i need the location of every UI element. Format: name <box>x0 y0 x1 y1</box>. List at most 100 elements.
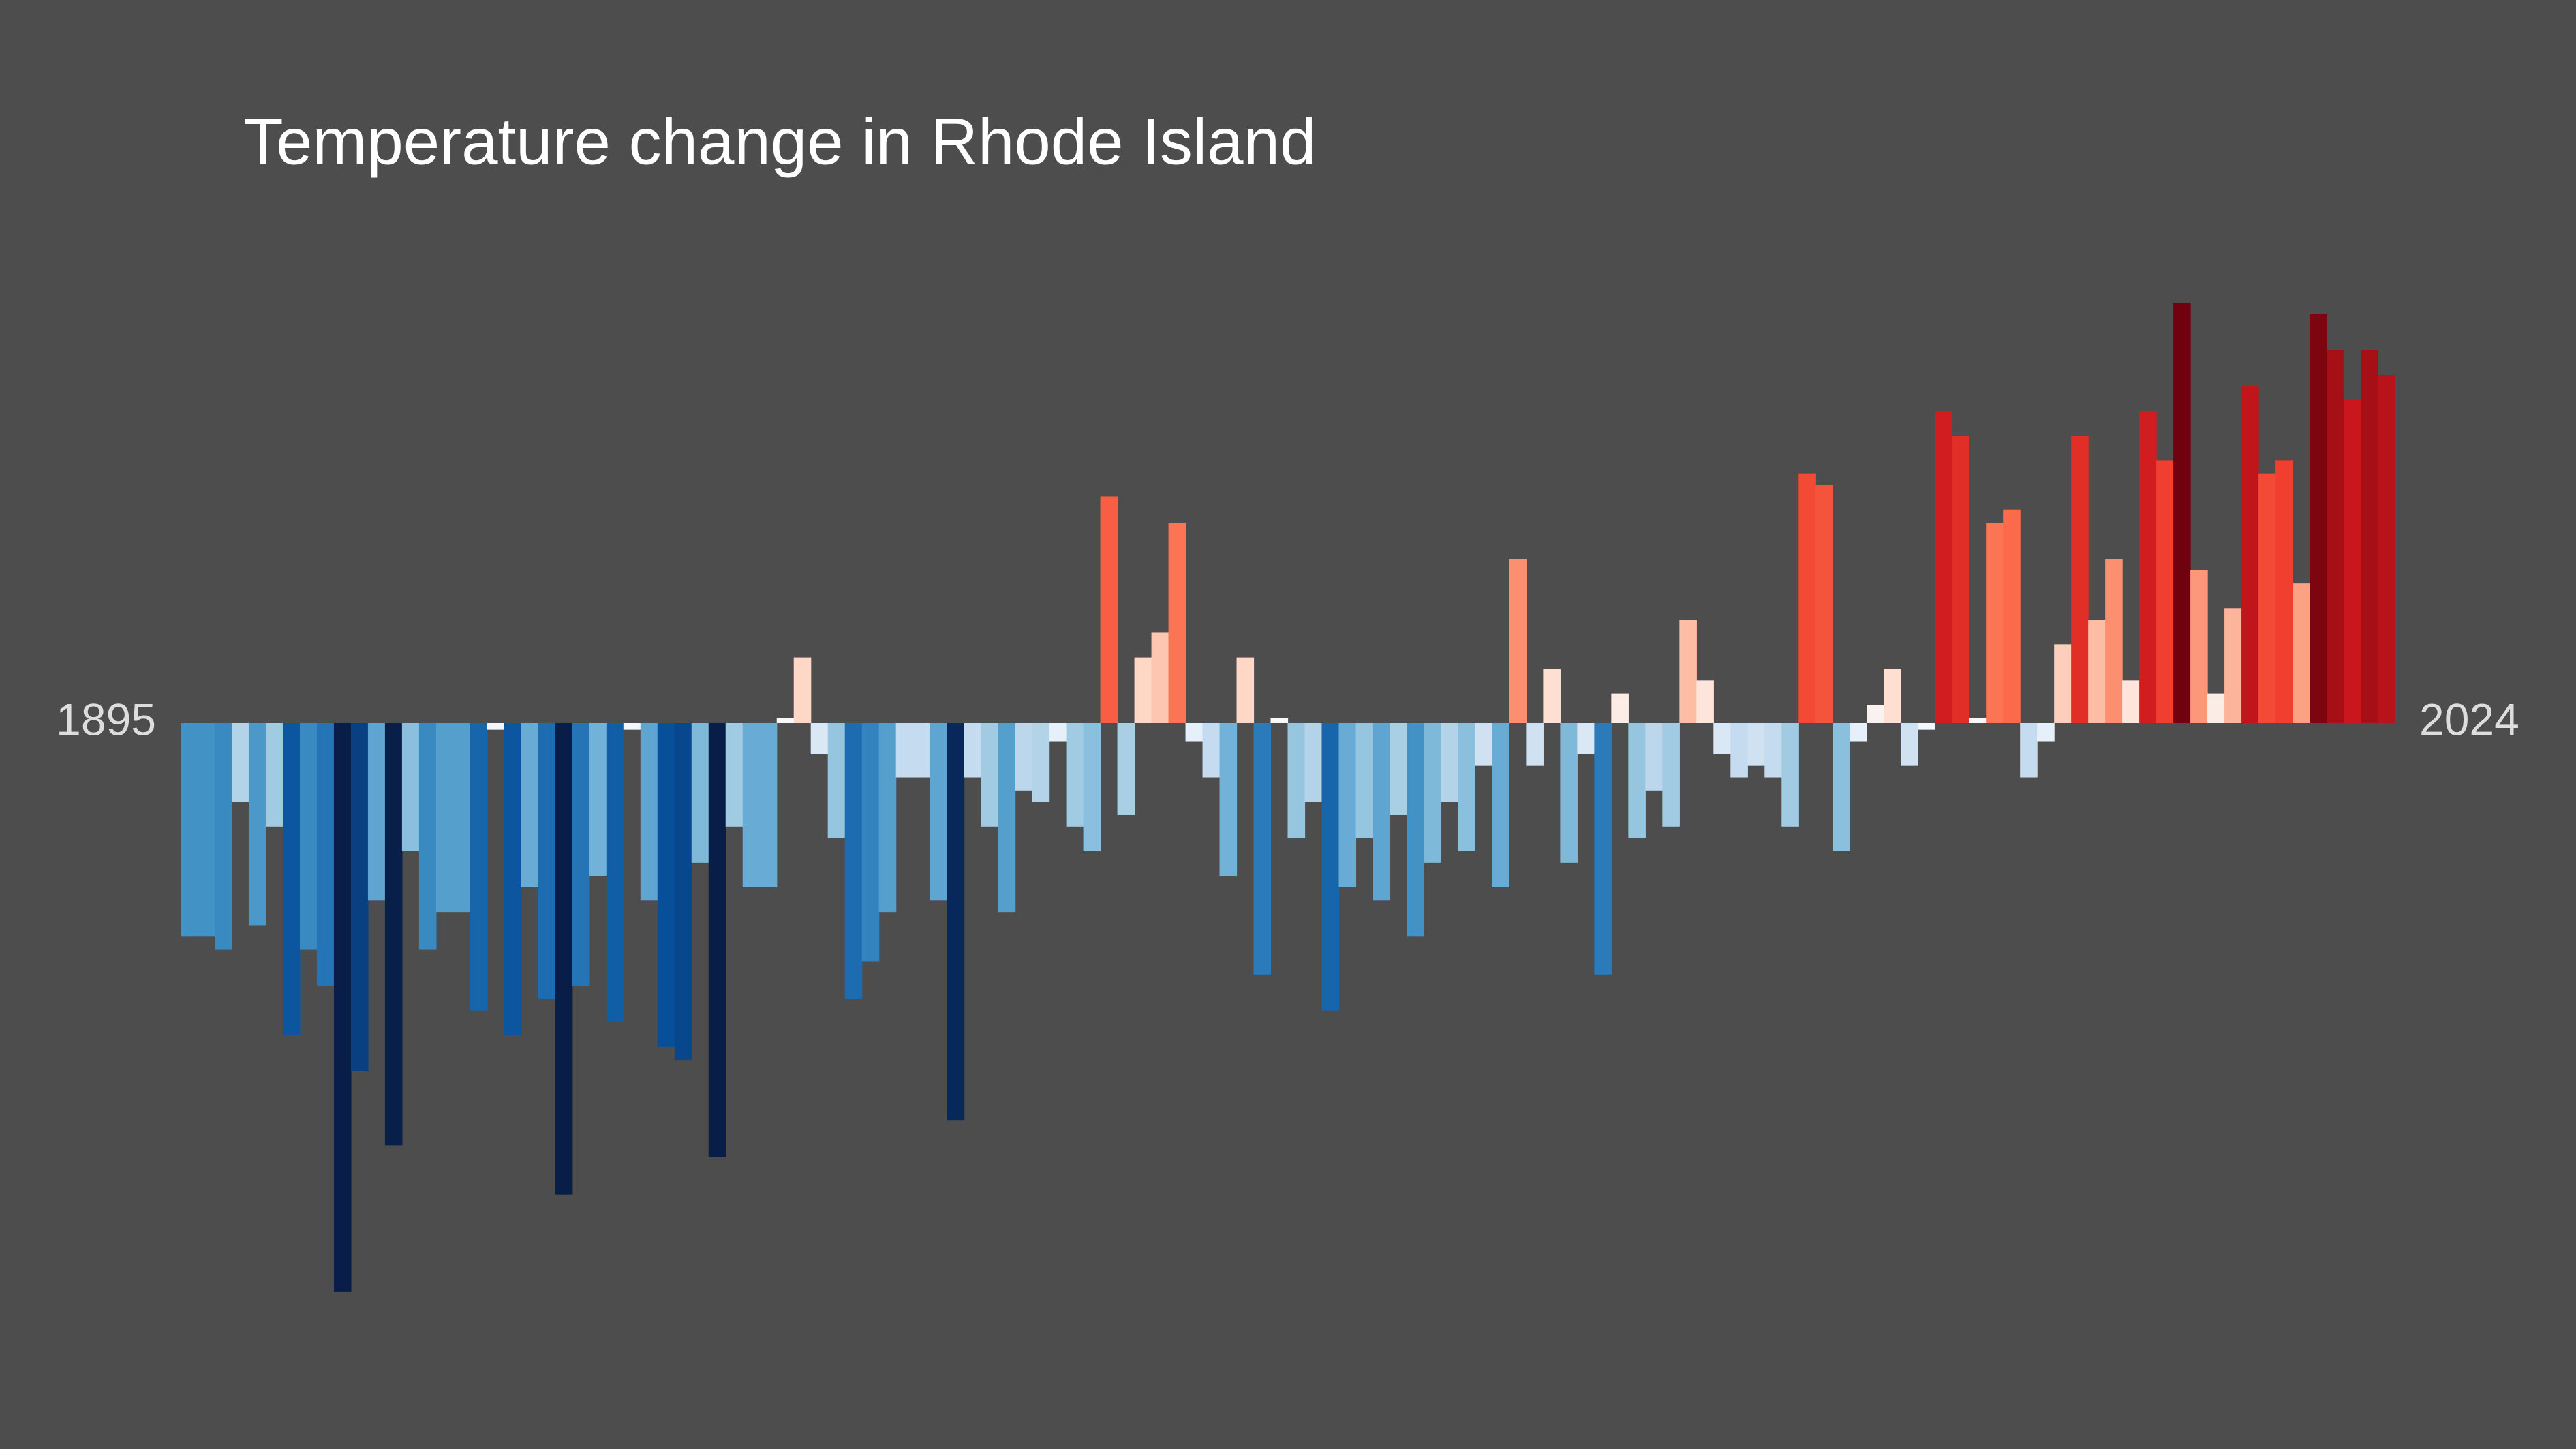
bar <box>504 723 522 1035</box>
bar <box>1764 723 1782 778</box>
bar <box>1321 723 1340 1011</box>
bar <box>572 723 590 986</box>
bar <box>2071 436 2089 723</box>
bar <box>401 723 420 851</box>
bar <box>776 718 795 723</box>
bar <box>827 723 846 838</box>
bar <box>1850 723 1867 742</box>
bar <box>981 723 999 827</box>
bar <box>1134 657 1152 723</box>
bar <box>1202 723 1221 778</box>
bar <box>589 723 607 876</box>
bar <box>350 723 369 1071</box>
bar <box>1867 705 1884 723</box>
bar <box>1475 723 1493 766</box>
bar <box>998 723 1016 913</box>
bar <box>384 723 403 1146</box>
bar <box>1679 620 1697 723</box>
bar <box>1884 669 1901 723</box>
bar <box>913 723 931 778</box>
bar <box>1355 723 1374 838</box>
bar <box>2241 386 2259 723</box>
bar <box>1935 411 1952 723</box>
bar <box>2173 303 2191 723</box>
bar <box>742 723 761 887</box>
bar <box>248 723 266 926</box>
bar <box>1219 723 1238 876</box>
bar <box>725 723 743 827</box>
bar <box>1730 723 1748 778</box>
bar <box>470 723 488 1011</box>
bar <box>1185 723 1203 742</box>
bar <box>1628 723 1646 838</box>
bar <box>1815 485 1833 723</box>
x-tick-label: 2024 <box>2419 694 2519 744</box>
bar <box>538 723 556 999</box>
bar <box>1526 723 1544 766</box>
bar <box>878 723 897 913</box>
bar <box>2344 399 2361 723</box>
bar <box>1168 522 1186 723</box>
bar <box>1901 723 1918 766</box>
bar <box>2088 620 2106 723</box>
bar <box>1798 473 1816 723</box>
bar <box>2105 559 2123 723</box>
bar <box>1338 723 1357 887</box>
bar <box>1577 723 1595 754</box>
bar <box>1015 723 1033 791</box>
bar <box>231 723 249 802</box>
bar <box>657 723 675 1047</box>
bar <box>1236 657 1255 723</box>
bar <box>521 723 539 887</box>
bar <box>1390 723 1408 815</box>
bar <box>1441 723 1459 802</box>
bar <box>1781 723 1799 827</box>
bar <box>1373 723 1391 901</box>
bar <box>947 723 965 1121</box>
bar <box>1083 723 1101 851</box>
bar <box>214 723 232 950</box>
bar <box>1049 723 1067 742</box>
bar <box>2156 460 2174 723</box>
bar <box>623 723 641 730</box>
bar <box>2275 460 2293 723</box>
bar <box>1560 723 1578 863</box>
bar <box>1611 693 1629 723</box>
x-tick-label: 1895 <box>56 694 156 744</box>
bar <box>1747 723 1765 766</box>
bar <box>1969 718 1987 723</box>
bar <box>1066 723 1084 827</box>
bar <box>1918 723 1935 730</box>
bar <box>555 723 573 1195</box>
bar <box>453 723 471 913</box>
bar <box>1492 723 1509 887</box>
bar <box>1986 522 2004 723</box>
bar <box>2003 509 2021 723</box>
bar <box>316 723 335 986</box>
bar <box>1151 632 1169 723</box>
bar <box>2207 693 2225 723</box>
bar <box>2122 680 2140 723</box>
bar <box>1594 723 1612 975</box>
bar <box>1424 723 1442 863</box>
bar <box>435 723 454 913</box>
chart-title: Temperature change in Rhode Island <box>243 105 1316 178</box>
bar <box>2327 350 2344 723</box>
bar <box>1270 718 1289 723</box>
bar <box>2310 314 2327 723</box>
bar <box>1696 680 1714 723</box>
bar <box>1407 723 1425 937</box>
bar <box>1952 436 1969 723</box>
bar <box>197 723 215 937</box>
bar <box>606 723 624 1022</box>
bar <box>793 657 812 723</box>
bar <box>640 723 658 901</box>
bar <box>1287 723 1306 838</box>
bar <box>1662 723 1680 827</box>
bar <box>895 723 914 778</box>
bar <box>810 723 829 754</box>
bar <box>930 723 948 901</box>
bar <box>333 723 352 1292</box>
bar <box>674 723 692 1061</box>
bar <box>265 723 283 827</box>
